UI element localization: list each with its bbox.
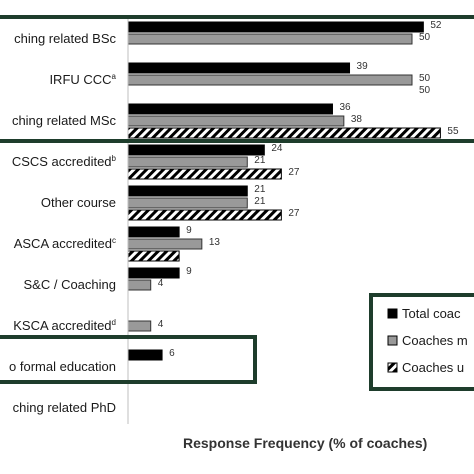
legend-swatch-total-coac (387, 308, 398, 319)
legend: Total coac Coaches m Coaches u (369, 293, 474, 391)
value-label: 27 (288, 167, 300, 178)
value-label: 52 (430, 20, 442, 31)
category-label-ching-related-msc: ching related MSc (12, 113, 117, 128)
bar-coaches-m-other-course (127, 197, 248, 209)
x-axis-label: Response Frequency (% of coaches) (183, 435, 427, 451)
bar-coaches-u-other-course (127, 209, 282, 221)
highlight-frame-top (0, 15, 474, 143)
category-label-ching-related-bsc: ching related BSc (14, 31, 116, 46)
category-superscript: a (112, 72, 117, 81)
value-label: 38 (351, 114, 363, 125)
category-label-o-formal-education: o formal education (9, 359, 116, 374)
bar-total-coac-ching-related-bsc (127, 21, 424, 33)
value-label: 9 (186, 225, 192, 236)
value-label: 4 (158, 278, 164, 289)
category-label-other-course: Other course (41, 195, 116, 210)
labels-layer: ching related BSc IRFU CCCa ching related … (9, 20, 459, 415)
bar-total-coac-irfu-ccc (127, 62, 351, 74)
category-label-ching-related-phd: ching related PhD (13, 400, 116, 415)
value-label: 6 (169, 348, 175, 359)
bar-total-coac-o-formal-education (127, 349, 163, 361)
bar-total-coac-s-c-coaching (127, 267, 180, 279)
category-superscript: d (112, 318, 116, 327)
value-label: 21 (254, 196, 266, 207)
category-superscript: c (112, 236, 116, 245)
legend-entry-coaches-m: Coaches m (402, 333, 468, 348)
category-label-cscs-accredited: CSCS accreditedb (12, 154, 117, 169)
value-label: 21 (254, 155, 266, 166)
value-label: 27 (288, 208, 300, 219)
value-label: 50 (419, 73, 431, 84)
legend-swatch-coaches-m (387, 335, 398, 346)
legend-entry-coaches-u: Coaches u (402, 360, 464, 375)
value-label: 39 (357, 61, 369, 72)
bar-total-coac-cscs-accredited (127, 144, 265, 156)
bar-total-coac-asca-accredited (127, 226, 180, 238)
bar-coaches-m-asca-accredited (127, 238, 203, 250)
bar-coaches-u-asca-accredited (127, 250, 180, 262)
bar-coaches-m-ching-related-msc (127, 115, 345, 127)
bar-coaches-m-irfu-ccc (127, 74, 413, 86)
category-label-asca-accredited: ASCA accreditedc (14, 236, 116, 251)
legend-swatch-coaches-u (387, 362, 398, 373)
highlight-frame-bottom (0, 335, 257, 384)
category-label-s-c-coaching: S&C / Coaching (24, 277, 117, 292)
highlight-frames (0, 15, 474, 384)
bar-coaches-u-cscs-accredited (127, 168, 282, 180)
value-label: 50 (419, 85, 431, 96)
value-label: 50 (419, 32, 431, 43)
bar-coaches-m-ching-related-bsc (127, 33, 413, 45)
bar-coaches-m-ksca-accredited (127, 320, 152, 332)
legend-entry-total-coac: Total coac (402, 306, 461, 321)
bar-coaches-m-s-c-coaching (127, 279, 152, 291)
value-label: 55 (447, 126, 459, 137)
value-label: 9 (186, 266, 192, 277)
bar-total-coac-ching-related-msc (127, 103, 333, 115)
value-label: 24 (271, 143, 283, 154)
value-label: 36 (339, 102, 351, 113)
bar-total-coac-other-course (127, 185, 248, 197)
value-label: 13 (209, 237, 221, 248)
value-label: 4 (158, 319, 164, 330)
category-label-ksca-accredited: KSCA accreditedd (13, 318, 116, 333)
bar-coaches-u-ching-related-msc (127, 127, 441, 139)
value-label: 21 (254, 184, 266, 195)
category-label-irfu-ccc: IRFU CCCa (49, 72, 116, 87)
category-superscript: b (112, 154, 117, 163)
bar-coaches-m-cscs-accredited (127, 156, 248, 168)
